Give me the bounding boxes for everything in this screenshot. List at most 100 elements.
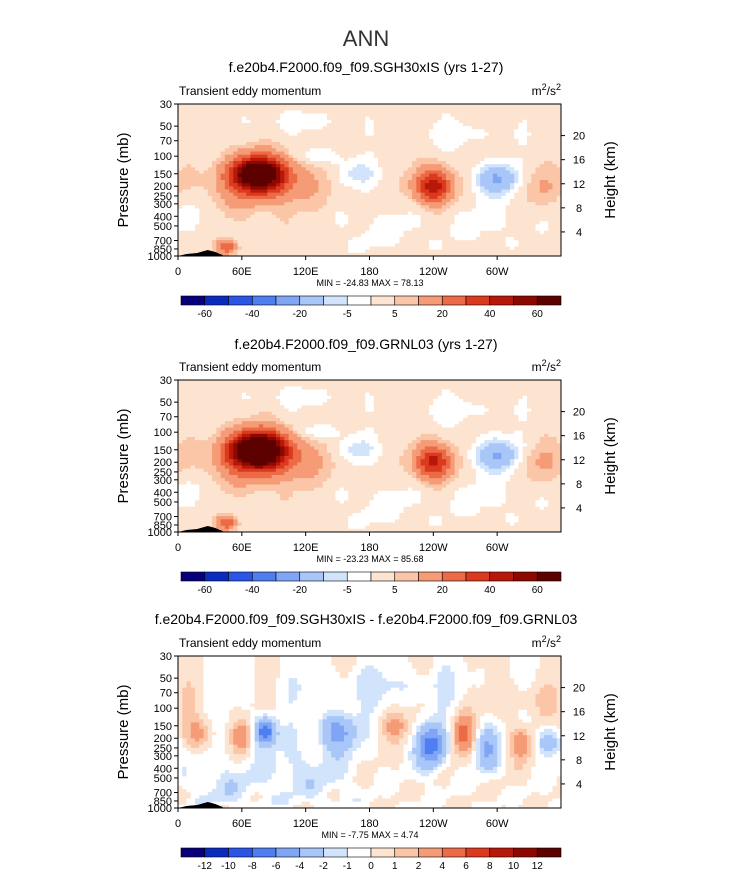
contour-cell (416, 151, 421, 156)
contour-cell (441, 164, 447, 168)
contour-cell (399, 233, 404, 238)
contour-cell (390, 164, 396, 168)
contour-cell (531, 189, 536, 194)
contour-cell (190, 199, 196, 203)
contour-cell (309, 104, 315, 108)
contour-cell (378, 249, 383, 254)
contour-cell (471, 189, 477, 194)
contour-cell (407, 199, 413, 203)
contour-cell (526, 227, 532, 232)
contour-cell (241, 164, 247, 168)
contour-cell (186, 154, 192, 159)
contour-cell (556, 392, 562, 397)
contour-cell (471, 161, 477, 165)
contour-cell (220, 252, 226, 257)
contour-cell (335, 154, 341, 159)
contour-cell (416, 230, 421, 235)
contour-cell (322, 227, 328, 232)
contour-cell (216, 107, 221, 111)
contour-cell (369, 246, 375, 251)
contour-cell (284, 218, 290, 222)
contour-cell (505, 246, 511, 251)
contour-cell (378, 186, 383, 190)
contour-cell (318, 221, 324, 225)
contour-cell (501, 173, 507, 178)
contour-cell (369, 230, 375, 235)
contour-cell (199, 180, 204, 184)
contour-cell (178, 132, 183, 137)
contour-cell (501, 123, 507, 127)
contour-cell (429, 148, 434, 152)
contour-cell (403, 386, 409, 390)
contour-cell (463, 383, 468, 387)
contour-cell (309, 233, 315, 238)
contour-cell (480, 145, 485, 149)
contour-cell (263, 113, 268, 118)
contour-cell (220, 183, 226, 187)
contour-cell (526, 202, 532, 206)
contour-cell (220, 237, 226, 241)
contour-cell (288, 167, 294, 171)
contour-cell (237, 205, 243, 209)
contour-cell (182, 230, 187, 235)
contour-cell (484, 148, 490, 152)
contour-cell (424, 205, 430, 209)
contour-cell (403, 199, 409, 203)
contour-cell (203, 199, 209, 203)
contour-cell (207, 246, 213, 251)
contour-cell (390, 395, 396, 400)
contour-cell (280, 224, 285, 228)
contour-cell (356, 173, 362, 178)
contour-cell (203, 164, 209, 168)
contour-cell (526, 211, 532, 216)
contour-cell (220, 142, 226, 146)
contour-cell (271, 180, 277, 184)
contour-cell (229, 392, 234, 397)
contour-cell (309, 243, 315, 247)
contour-cell (335, 126, 341, 130)
contour-cell (301, 192, 307, 197)
contour-cell (382, 170, 387, 175)
contour-cell (458, 230, 464, 235)
contour-cell (309, 154, 315, 159)
contour-cell (403, 173, 409, 178)
contour-cell (360, 135, 366, 140)
contour-cell (450, 180, 456, 184)
contour-cell (326, 167, 332, 171)
contour-cell (246, 192, 251, 197)
contour-cell (450, 208, 456, 213)
contour-cell (437, 186, 443, 190)
contour-cell (314, 383, 319, 387)
contour-cell (497, 211, 502, 216)
contour-cell (412, 135, 417, 140)
contour-cell (229, 195, 234, 200)
contour-cell (463, 107, 468, 111)
contour-cell (556, 202, 562, 206)
contour-cell (522, 233, 528, 238)
contour-cell (535, 157, 541, 162)
contour-cell (471, 192, 477, 197)
contour-cell (501, 386, 507, 390)
contour-cell (322, 135, 328, 140)
contour-cell (314, 119, 319, 124)
contour-cell (501, 233, 507, 238)
contour-cell (463, 176, 468, 181)
contour-cell (365, 192, 370, 197)
height-tick-label: 12 (573, 179, 585, 191)
contour-cell (322, 233, 328, 238)
contour-cell (480, 249, 485, 254)
contour-cell (195, 119, 200, 124)
contour-cell (395, 164, 400, 168)
contour-cell (267, 240, 273, 244)
contour-cell (301, 123, 307, 127)
contour-cell (399, 116, 404, 121)
contour-cell (403, 186, 409, 190)
contour-cell (352, 113, 358, 118)
contour-cell (492, 237, 498, 241)
contour-cell (382, 233, 387, 238)
contour-cell (348, 164, 353, 168)
contour-cell (518, 380, 524, 384)
contour-cell (509, 383, 515, 387)
contour-cell (199, 218, 204, 222)
contour-cell (378, 386, 383, 390)
